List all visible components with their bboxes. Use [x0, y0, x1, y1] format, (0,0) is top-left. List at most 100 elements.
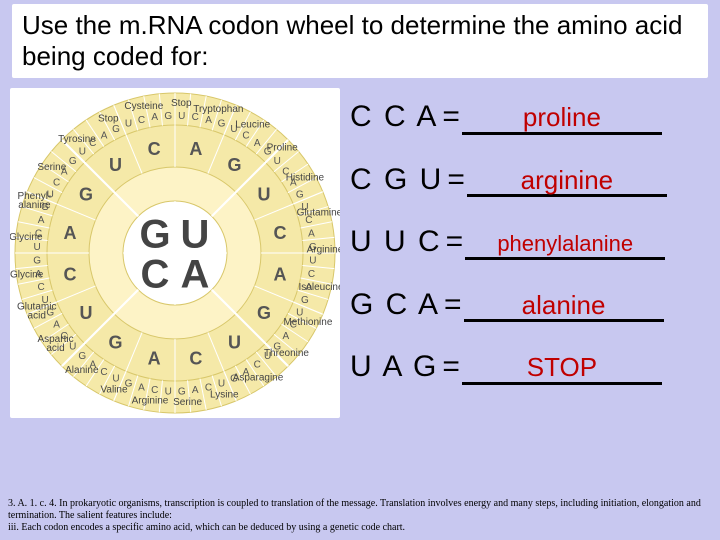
answer-text: phenylalanine — [497, 232, 633, 256]
svg-text:U: U — [125, 119, 132, 130]
title-panel: Use the m.RNA codon wheel to determine t… — [12, 4, 708, 78]
codon-row: U U C = phenylalanine — [350, 225, 710, 260]
svg-text:C: C — [100, 367, 107, 378]
svg-text:G: G — [33, 255, 41, 266]
svg-text:Stop: Stop — [98, 113, 119, 124]
svg-text:G: G — [109, 333, 123, 353]
svg-text:A: A — [148, 349, 161, 369]
svg-text:Arginine: Arginine — [307, 244, 340, 255]
codon-row: G C A = alanine — [350, 288, 710, 323]
svg-text:A: A — [308, 228, 315, 239]
svg-text:A: A — [192, 385, 199, 396]
svg-text:U: U — [178, 111, 185, 122]
svg-text:Lysine: Lysine — [210, 389, 239, 400]
svg-text:Proline: Proline — [267, 143, 299, 154]
svg-text:A: A — [138, 383, 145, 394]
svg-text:Methionine: Methionine — [283, 317, 332, 328]
svg-text:A: A — [38, 215, 45, 226]
codon-row: C G U = arginine — [350, 163, 710, 198]
codon-row: U A G = STOP — [350, 350, 710, 385]
svg-text:Stop: Stop — [171, 98, 192, 109]
equals-sign: = — [442, 100, 460, 134]
svg-text:U: U — [112, 373, 119, 384]
answer-text: proline — [523, 103, 601, 132]
svg-text:A: A — [273, 265, 286, 285]
svg-text:U: U — [309, 255, 316, 266]
answer-text: arginine — [521, 166, 614, 195]
svg-text:C: C — [141, 253, 170, 297]
svg-text:U: U — [274, 156, 281, 167]
answer-blank: arginine — [467, 166, 667, 198]
svg-text:Cysteine: Cysteine — [124, 101, 163, 112]
svg-text:U: U — [109, 155, 122, 175]
answer-blank: STOP — [462, 353, 662, 385]
svg-text:G: G — [218, 119, 226, 130]
svg-text:G: G — [69, 156, 77, 167]
codon-wheel: GUACUCAGUCAGUCAGUCAGUCAGUCAGUCAGUCAGUCAG… — [10, 88, 340, 418]
svg-text:A: A — [53, 320, 60, 331]
svg-text:Glycine: Glycine — [10, 232, 43, 243]
footnote-line: 3. A. 1. c. 4. In prokaryotic organisms,… — [8, 498, 712, 522]
svg-text:C: C — [273, 223, 286, 243]
svg-text:Tryptophan: Tryptophan — [193, 104, 243, 115]
answer-text: alanine — [522, 291, 606, 320]
answer-blank: phenylalanine — [465, 228, 665, 260]
svg-text:U: U — [79, 146, 86, 157]
svg-text:C: C — [148, 139, 161, 159]
svg-text:A: A — [254, 138, 261, 149]
svg-text:G: G — [79, 184, 93, 204]
svg-text:G: G — [227, 155, 241, 175]
svg-text:A: A — [189, 139, 202, 159]
svg-text:A: A — [101, 130, 108, 141]
svg-text:U: U — [257, 184, 270, 204]
svg-text:Asparagine: Asparagine — [233, 373, 284, 384]
codon-sequence: C C A — [350, 100, 438, 134]
svg-text:Serine: Serine — [173, 397, 202, 408]
svg-text:Histidine: Histidine — [286, 173, 325, 184]
svg-text:A: A — [151, 112, 158, 123]
codon-sequence: G C A — [350, 288, 440, 322]
answer-blank: alanine — [464, 291, 664, 323]
footnote-line: iii. Each codon encodes a specific amino… — [8, 522, 712, 534]
svg-text:Alanine: Alanine — [65, 365, 99, 376]
svg-text:Arginine: Arginine — [132, 396, 169, 407]
page-title: Use the m.RNA codon wheel to determine t… — [22, 10, 698, 72]
svg-text:Leucine: Leucine — [235, 119, 270, 130]
svg-text:A: A — [181, 253, 210, 297]
svg-text:acid: acid — [46, 343, 64, 354]
svg-text:Valine: Valine — [100, 385, 127, 396]
answer-text: STOP — [527, 353, 597, 382]
svg-text:U: U — [181, 213, 210, 257]
svg-text:Glutamine: Glutamine — [297, 207, 340, 218]
svg-text:C: C — [242, 130, 249, 141]
svg-text:C: C — [151, 385, 158, 396]
svg-text:C: C — [53, 178, 60, 189]
footnote: 3. A. 1. c. 4. In prokaryotic organisms,… — [8, 498, 712, 534]
codon-sequence: C G U — [350, 163, 443, 197]
svg-text:C: C — [308, 269, 315, 280]
svg-text:G: G — [257, 303, 271, 323]
codon-wheel-svg: GUACUCAGUCAGUCAGUCAGUCAGUCAGUCAGUCAGUCAG… — [10, 88, 340, 418]
svg-text:G: G — [178, 386, 186, 397]
equals-sign: = — [444, 288, 462, 322]
codon-exercise-list: C C A = proline C G U = arginine U U C =… — [350, 100, 710, 413]
equals-sign: = — [442, 350, 460, 384]
svg-text:C: C — [189, 349, 202, 369]
codon-sequence: U A G — [350, 350, 438, 384]
codon-sequence: U U C — [350, 225, 442, 259]
svg-text:G: G — [78, 351, 86, 362]
svg-text:A: A — [283, 331, 290, 342]
svg-text:U: U — [80, 303, 93, 323]
equals-sign: = — [446, 225, 464, 259]
svg-text:G: G — [296, 190, 304, 201]
svg-text:C: C — [138, 115, 145, 126]
codon-row: C C A = proline — [350, 100, 710, 135]
svg-text:Isoleucine: Isoleucine — [299, 282, 340, 293]
svg-text:Serine: Serine — [37, 162, 66, 173]
svg-text:G: G — [139, 213, 170, 257]
svg-text:C: C — [254, 359, 261, 370]
svg-text:Tyrosine: Tyrosine — [58, 134, 96, 145]
svg-text:A: A — [64, 223, 77, 243]
svg-text:alanine: alanine — [18, 200, 51, 211]
svg-text:U: U — [218, 379, 225, 390]
